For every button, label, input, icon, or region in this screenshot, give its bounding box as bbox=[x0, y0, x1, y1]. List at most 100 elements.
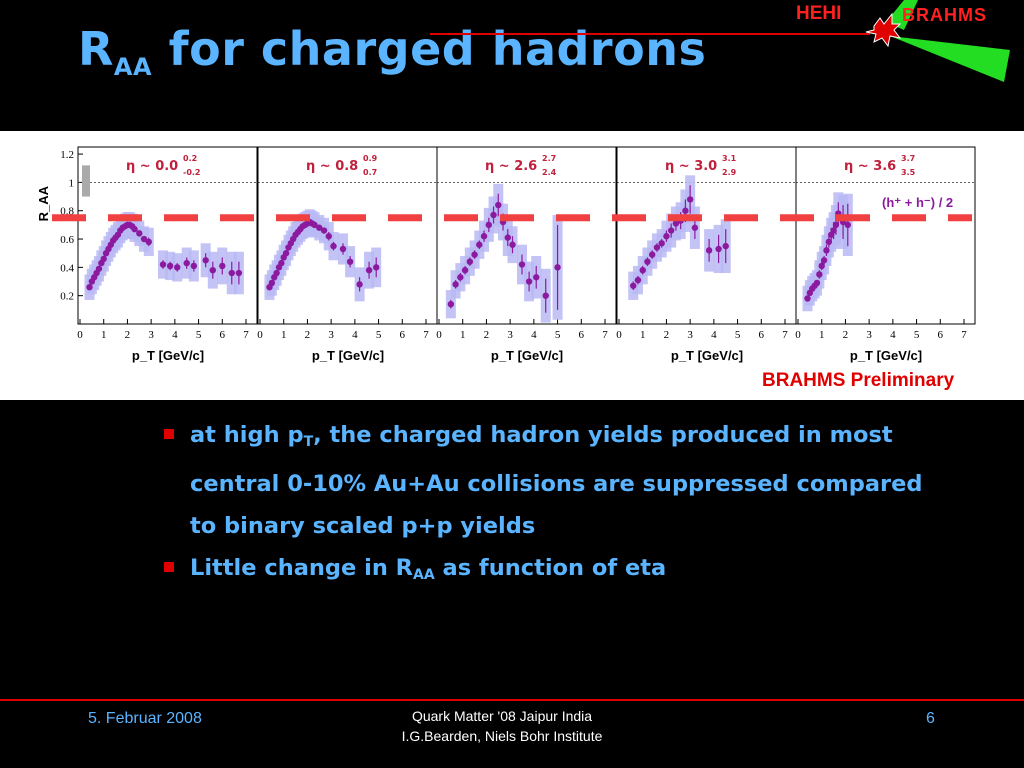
data-point bbox=[705, 247, 713, 254]
data-point bbox=[316, 224, 323, 231]
eta-range-lower: -0.2 bbox=[183, 168, 201, 177]
header-rule bbox=[430, 33, 870, 35]
bullet-list: at high pT, the charged hadron yields pr… bbox=[162, 414, 962, 596]
data-point bbox=[554, 264, 561, 271]
x-tick-label: 5 bbox=[735, 329, 741, 341]
x-tick-label: 0 bbox=[436, 329, 442, 341]
eta-range-upper: 0.9 bbox=[363, 154, 378, 163]
preliminary-label: BRAHMS Preliminary bbox=[762, 370, 955, 391]
x-axis-label: p_T [GeV/c] bbox=[850, 348, 922, 363]
y-axis-label: R_AA bbox=[36, 185, 51, 221]
data-point bbox=[268, 279, 276, 287]
x-tick-label: 1 bbox=[640, 329, 646, 341]
title-subscript: AA bbox=[113, 53, 153, 81]
data-point bbox=[823, 247, 830, 254]
x-tick-label: 6 bbox=[220, 329, 226, 341]
data-point bbox=[844, 221, 851, 229]
x-axis-label: p_T [GeV/c] bbox=[491, 348, 563, 363]
data-point bbox=[816, 271, 823, 278]
footer-date: 5. Februar 2008 bbox=[88, 710, 202, 727]
panel-frame bbox=[77, 146, 258, 325]
data-point bbox=[509, 241, 516, 248]
x-tick-label: 7 bbox=[782, 329, 788, 341]
x-tick-label: 3 bbox=[866, 329, 872, 341]
x-tick-label: 2 bbox=[484, 329, 490, 341]
bullet-text-post: , the charged hadron yields produced in … bbox=[190, 422, 923, 539]
data-point bbox=[832, 221, 840, 229]
brahms-detector-logo bbox=[865, 0, 1010, 82]
bullet-text-pre: at high p bbox=[190, 422, 304, 448]
x-tick-label: 7 bbox=[602, 329, 608, 341]
x-tick-label: 1 bbox=[281, 329, 287, 341]
footer-center: Quark Matter '08 Jaipur India I.G.Bearde… bbox=[352, 706, 652, 746]
x-tick-label: 4 bbox=[711, 329, 717, 341]
eta-label: η ~ 0.8 bbox=[306, 159, 358, 174]
data-point bbox=[490, 211, 497, 219]
data-point bbox=[159, 261, 167, 268]
data-point bbox=[145, 238, 152, 246]
data-point bbox=[542, 292, 549, 299]
bullet-text-pre: Little change in R bbox=[190, 555, 414, 581]
data-point bbox=[722, 242, 729, 250]
x-tick-label: 7 bbox=[961, 329, 967, 341]
data-point bbox=[476, 241, 483, 248]
x-tick-label: 3 bbox=[148, 329, 154, 341]
eta-range-upper: 3.1 bbox=[722, 154, 737, 163]
data-point bbox=[466, 258, 474, 265]
data-point bbox=[686, 196, 694, 203]
x-tick-label: 6 bbox=[759, 329, 765, 341]
data-point bbox=[166, 262, 174, 270]
data-point bbox=[533, 274, 540, 281]
x-tick-label: 4 bbox=[890, 329, 896, 341]
data-point bbox=[140, 235, 148, 243]
data-point bbox=[634, 276, 642, 284]
title-rest: for charged hadrons bbox=[152, 22, 707, 76]
eta-range-upper: 2.7 bbox=[542, 154, 556, 163]
hehi-logo-text: HEHI bbox=[796, 3, 842, 24]
eta-label: η ~ 2.6 bbox=[485, 159, 537, 174]
y-tick-label: 1 bbox=[69, 177, 75, 189]
data-point bbox=[202, 257, 209, 264]
y-tick-label: 0.6 bbox=[60, 234, 74, 246]
data-point bbox=[452, 281, 459, 288]
data-point bbox=[86, 283, 93, 291]
footer-conference: Quark Matter '08 Jaipur India bbox=[411, 708, 593, 724]
collision-star-icon bbox=[865, 12, 902, 48]
data-point bbox=[282, 250, 290, 257]
x-tick-label: 0 bbox=[257, 329, 263, 341]
page-number: 6 bbox=[926, 710, 935, 727]
panel-1: 0 1 2 3 4 5 6 7 p_T [GeV/c] η ~ 0.8 0.9 0.7 bbox=[257, 146, 438, 363]
data-point bbox=[518, 261, 526, 268]
normalization-box bbox=[82, 165, 90, 197]
data-point bbox=[639, 266, 646, 274]
x-tick-label: 6 bbox=[938, 329, 944, 341]
bullet-marker bbox=[164, 429, 174, 439]
x-tick-label: 3 bbox=[687, 329, 693, 341]
x-tick-label: 2 bbox=[305, 329, 311, 341]
panel-0: 0 1 2 3 4 5 6 7 p_T [GeV/c] η ~ 0.0 0.2 -0.2 bbox=[77, 146, 258, 363]
data-point bbox=[273, 269, 280, 277]
y-tick-label: 1.2 bbox=[60, 149, 74, 161]
x-tick-label: 0 bbox=[795, 329, 801, 341]
data-point bbox=[825, 238, 833, 246]
x-axis-label: p_T [GeV/c] bbox=[671, 348, 743, 363]
detector-arm-up bbox=[886, 0, 918, 30]
eta-range-lower: 3.5 bbox=[901, 168, 916, 177]
x-tick-label: 5 bbox=[555, 329, 561, 341]
x-tick-label: 2 bbox=[664, 329, 670, 341]
bullet-text-sub: AA bbox=[413, 567, 435, 583]
x-tick-label: 2 bbox=[125, 329, 131, 341]
data-point bbox=[228, 269, 235, 277]
panel-4: 0 1 2 3 4 5 6 7 p_T [GeV/c] η ~ 3.6 3.7 3.5 bbox=[795, 146, 976, 363]
data-point bbox=[504, 234, 511, 241]
bullet-text-post: as function of eta bbox=[434, 555, 667, 581]
data-point bbox=[485, 221, 492, 229]
data-point bbox=[235, 269, 243, 277]
data-point bbox=[209, 266, 216, 274]
data-point bbox=[672, 220, 680, 227]
x-axis-label: p_T [GeV/c] bbox=[132, 348, 204, 363]
data-point bbox=[461, 266, 469, 274]
raa-chart: R_AA0.20.40.60.811.20 1 2 3 4 5 6 7p_T [GeV/c]η… bbox=[36, 146, 976, 363]
legend-label: (h⁺ + h⁻) / 2 bbox=[882, 195, 953, 210]
data-point bbox=[356, 281, 363, 288]
